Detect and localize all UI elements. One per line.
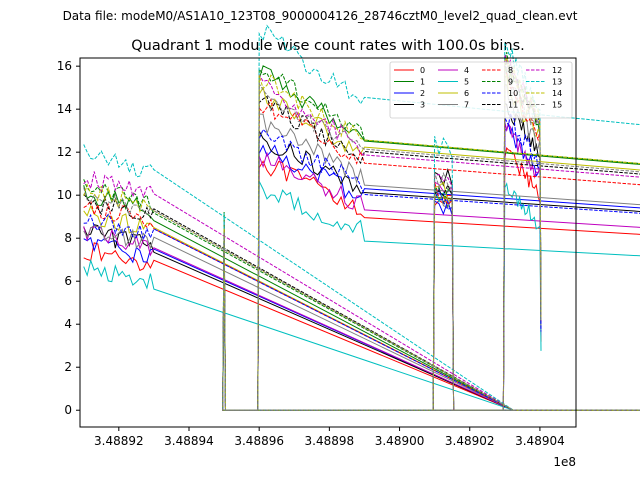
figure-suptitle: Data file: modeM0/AS1A10_123T08_90000041… (63, 9, 578, 23)
legend-label-15: 15 (552, 101, 562, 110)
legend-label-9: 9 (508, 78, 513, 87)
legend-label-7: 7 (464, 101, 469, 110)
legend-label-0: 0 (420, 66, 425, 75)
series-line-2 (83, 123, 640, 411)
legend-label-3: 3 (420, 101, 425, 110)
y-axis: 0 2 4 6 8 10 12 14 16 (57, 59, 80, 417)
y-tick-label: 0 (64, 403, 72, 417)
legend-box (389, 61, 573, 119)
x-tick-label: 3.48900 (375, 434, 425, 448)
x-tick-label: 3.48896 (234, 434, 284, 448)
y-tick-label: 2 (64, 360, 72, 374)
y-tick-label: 16 (57, 59, 72, 73)
series-line-10 (83, 111, 640, 411)
x-tick-label: 3.48894 (164, 434, 214, 448)
chart-title: Quadrant 1 module wise count rates with … (131, 38, 525, 54)
series-line-14 (83, 55, 640, 411)
legend-label-6: 6 (464, 89, 469, 98)
legend-label-4: 4 (464, 66, 469, 75)
series-line-13 (83, 24, 640, 411)
legend-label-1: 1 (420, 78, 425, 87)
axes-border (79, 57, 577, 428)
x-tick-label: 3.48902 (445, 434, 495, 448)
legend-label-13: 13 (552, 78, 562, 87)
legend-label-8: 8 (508, 66, 513, 75)
x-tick-label: 3.48892 (94, 434, 144, 448)
x-axis: 3.48892 3.48894 3.48896 3.48898 3.48900 3.489… (94, 427, 565, 448)
y-tick-label: 10 (57, 188, 72, 202)
legend-label-10: 10 (508, 89, 518, 98)
y-tick-label: 8 (64, 231, 72, 245)
y-tick-label: 14 (57, 102, 72, 116)
legend-label-12: 12 (552, 66, 562, 75)
series-line-4 (83, 121, 640, 411)
x-offset-label: 1e8 (553, 455, 576, 469)
series-line-0 (83, 147, 640, 411)
legend-label-11: 11 (508, 101, 518, 110)
y-tick-label: 4 (64, 317, 72, 331)
y-tick-label: 6 (64, 274, 72, 288)
x-tick-label: 3.48904 (515, 434, 565, 448)
legend-label-5: 5 (464, 78, 469, 87)
legend-label-14: 14 (552, 89, 562, 98)
x-tick-label: 3.48898 (305, 434, 355, 448)
legend-label-2: 2 (420, 89, 425, 98)
y-tick-label: 12 (57, 145, 72, 159)
